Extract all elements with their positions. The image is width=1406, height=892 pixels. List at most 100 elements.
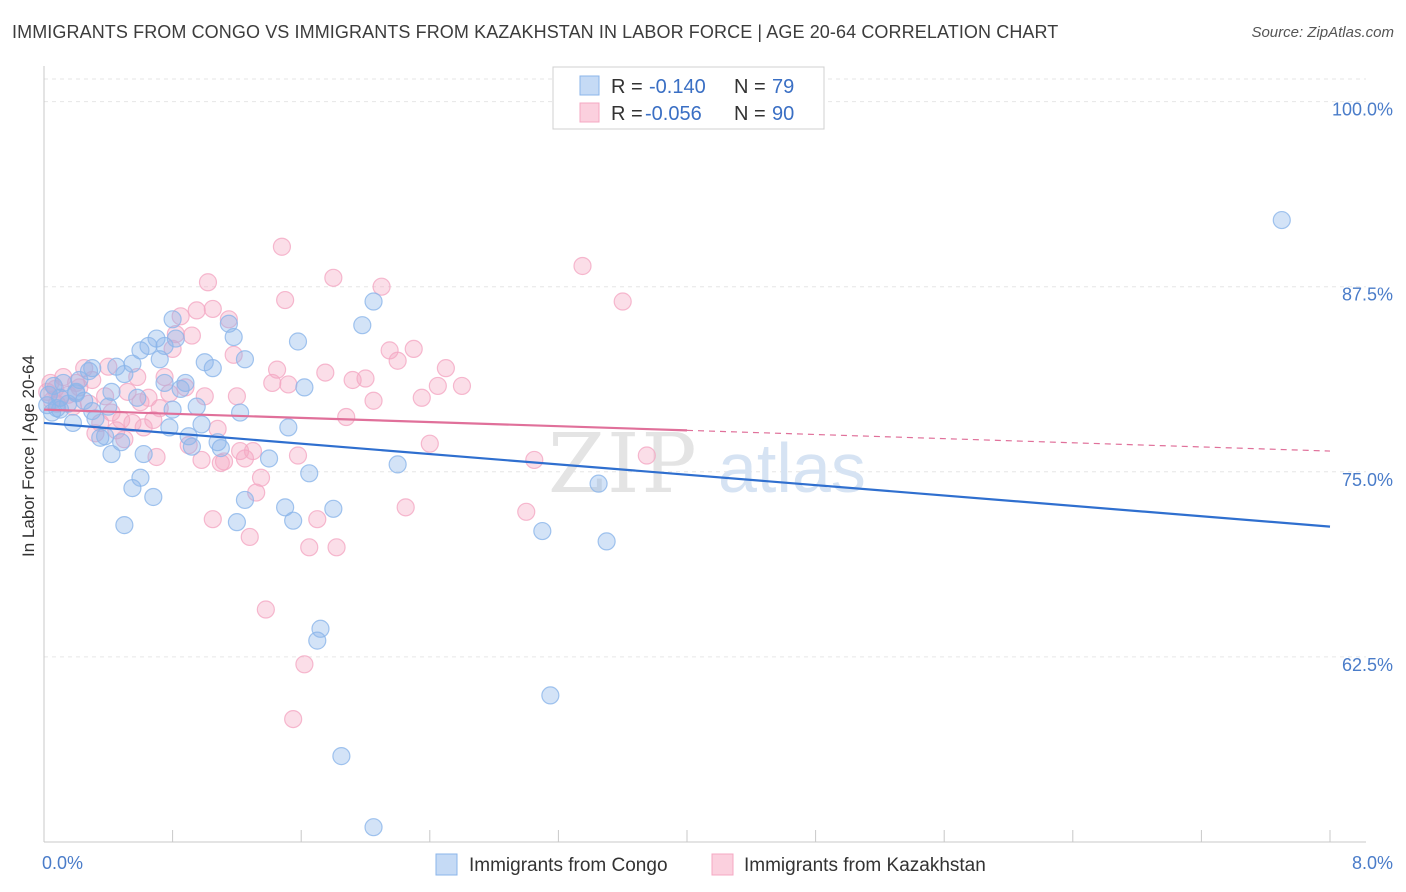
legend-r-kazakhstan: -0.056	[645, 103, 702, 125]
legend-n-congo: 79	[772, 76, 794, 98]
congo-point	[171, 379, 190, 398]
congo-point	[176, 373, 195, 393]
congo-point	[95, 427, 115, 446]
congo-point	[123, 354, 142, 373]
legend-swatch-kazakhstan	[579, 102, 600, 123]
congo-point	[332, 747, 351, 766]
congo-point	[115, 516, 134, 535]
series-legend: Immigrants from Congo Immigrants from Ka…	[435, 853, 986, 876]
kazakhstan-point	[243, 441, 263, 461]
kazakhstan-point	[295, 655, 314, 674]
congo-point	[63, 413, 83, 433]
kazakhstan-point	[428, 376, 447, 396]
bottom-swatch-congo	[435, 853, 458, 876]
congo-point	[83, 359, 102, 378]
kazakhstan-point	[637, 446, 656, 465]
kazakhstan-point	[144, 410, 163, 430]
kazakhstan-point	[573, 256, 592, 276]
kazakhstan-point	[267, 360, 287, 379]
congo-point	[144, 487, 163, 507]
kazakhstan-point	[227, 387, 246, 406]
bottom-label-congo: Immigrants from Congo	[469, 855, 668, 876]
congo-point	[155, 373, 174, 393]
y-tick-label: 87.5%	[1342, 285, 1393, 305]
congo-point	[39, 385, 58, 404]
congo-point	[288, 332, 308, 351]
congo-point	[102, 382, 121, 401]
congo-points	[38, 210, 1291, 837]
kazakhstan-point	[525, 450, 544, 470]
kazakhstan-point	[240, 527, 259, 547]
congo-point	[131, 468, 150, 487]
kazakhstan-point	[436, 359, 455, 378]
congo-point	[224, 327, 243, 347]
congo-point	[134, 444, 153, 464]
congo-point	[308, 631, 327, 650]
kazakhstan-point	[388, 351, 407, 370]
kazakhstan-point	[203, 299, 222, 319]
kazakhstan-point	[115, 430, 134, 449]
watermark: ZIP atlas	[548, 417, 866, 512]
chart-title: IMMIGRANTS FROM CONGO VS IMMIGRANTS FROM…	[12, 22, 1059, 42]
congo-point	[295, 378, 314, 397]
congo-point	[203, 359, 222, 378]
watermark-atlas: atlas	[718, 429, 866, 507]
kazakhstan-point	[118, 382, 137, 401]
congo-point	[187, 397, 206, 416]
kazakhstan-point	[372, 277, 391, 296]
congo-point	[102, 444, 121, 464]
congo-point	[192, 415, 211, 434]
congo-point	[112, 433, 131, 452]
kazakhstan-point	[396, 498, 415, 517]
legend-n-label-kazakhstan: N =	[734, 103, 766, 125]
kazakhstan-point	[288, 446, 308, 465]
congo-point	[324, 499, 343, 518]
congo-point	[128, 388, 147, 407]
kazakhstan-point	[404, 339, 423, 359]
kazakhstan-point	[224, 345, 243, 364]
kazakhstan-point	[356, 369, 375, 388]
congo-point	[211, 439, 230, 458]
congo-point	[276, 498, 295, 517]
congo-point	[259, 449, 279, 468]
congo-point	[182, 437, 201, 456]
kazakhstan-point	[279, 375, 298, 394]
congo-point	[533, 521, 552, 541]
congo-point	[284, 511, 303, 530]
kazakhstan-point	[420, 434, 439, 453]
kazakhstan-trend-line-dashed	[686, 429, 1331, 452]
congo-point	[311, 619, 330, 638]
kazakhstan-point	[327, 538, 346, 557]
congo-point	[227, 513, 246, 532]
kazakhstan-point	[613, 292, 632, 311]
kazakhstan-point	[412, 388, 431, 407]
kazakhstan-point	[300, 538, 319, 557]
kazakhstan-point	[276, 290, 295, 310]
congo-point	[589, 474, 608, 493]
trend-lines	[43, 408, 1331, 528]
kazakhstan-point	[219, 310, 238, 329]
congo-point	[79, 362, 99, 381]
y-tick-label: 62.5%	[1342, 655, 1393, 675]
bottom-label-kazakhstan: Immigrants from Kazakhstan	[744, 855, 986, 876]
kazakhstan-point	[123, 413, 142, 433]
legend-swatch-congo	[579, 75, 600, 96]
congo-point	[300, 464, 319, 483]
congo-point	[364, 818, 383, 837]
x-tick-label: 8.0%	[1352, 853, 1393, 873]
grid-lines: 62.5% 75.0% 87.5% 100.0%	[44, 78, 1393, 675]
stats-legend: R = -0.140 N = 79 R = -0.056 N = 90	[552, 66, 825, 130]
kazakhstan-point	[284, 709, 303, 729]
kazakhstan-point	[192, 450, 211, 470]
congo-point	[597, 532, 616, 551]
kazakhstan-point	[155, 367, 174, 387]
congo-point	[279, 418, 298, 437]
source-label: Source: ZipAtlas.com	[1251, 24, 1394, 41]
congo-point	[541, 686, 560, 705]
kazakhstan-point	[272, 237, 292, 256]
kazakhstan-point	[198, 273, 218, 292]
congo-point	[235, 350, 255, 369]
kazakhstan-point	[364, 391, 383, 410]
legend-r-label-kazakhstan: R =	[611, 103, 643, 125]
congo-trend-line	[43, 421, 1331, 528]
